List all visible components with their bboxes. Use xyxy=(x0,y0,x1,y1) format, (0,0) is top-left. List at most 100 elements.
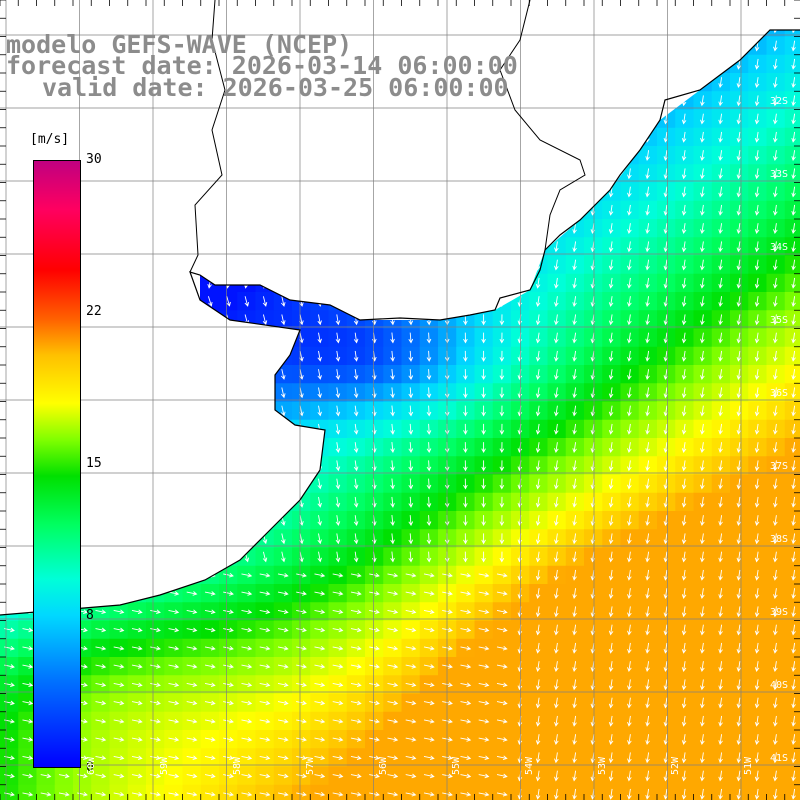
wind-arrow xyxy=(186,700,198,706)
wind-arrow xyxy=(754,551,760,563)
wind-arrow xyxy=(535,387,541,399)
wind-arrow xyxy=(681,332,687,344)
wind-arrow xyxy=(754,387,760,399)
wind-arrow xyxy=(168,737,180,742)
wind-arrow xyxy=(426,496,432,508)
wind-arrow xyxy=(535,405,541,417)
wind-arrow xyxy=(554,770,559,782)
wind-arrow xyxy=(259,791,271,797)
wind-arrow xyxy=(608,788,614,800)
wind-arrow xyxy=(608,314,614,326)
wind-arrow xyxy=(350,609,362,615)
wind-arrow xyxy=(627,624,632,636)
model-title: modelo GEFS-WAVE (NCEP) xyxy=(6,30,353,59)
wind-arrow xyxy=(736,697,742,709)
wind-arrow xyxy=(700,296,705,308)
wind-arrow xyxy=(314,755,326,761)
wind-arrow xyxy=(791,642,796,654)
wind-arrow xyxy=(663,496,669,508)
wind-arrow xyxy=(353,332,359,344)
field-cell xyxy=(784,511,800,530)
wind-arrow xyxy=(773,551,778,563)
wind-arrow xyxy=(681,715,687,727)
wind-arrow xyxy=(736,314,742,326)
wind-arrow xyxy=(773,259,778,271)
colorbar-unit: [m/s] xyxy=(30,132,70,147)
wind-arrow xyxy=(423,791,435,797)
wind-arrow xyxy=(535,350,541,362)
wind-arrow xyxy=(332,645,344,651)
wind-arrow xyxy=(554,277,559,289)
wind-arrow xyxy=(681,241,687,253)
wind-arrow xyxy=(773,95,778,107)
wind-arrow xyxy=(718,113,723,125)
wind-arrow xyxy=(387,664,399,669)
wind-arrow xyxy=(186,645,198,651)
wind-arrow xyxy=(572,496,577,508)
wind-arrow xyxy=(478,755,490,761)
wind-arrow xyxy=(700,569,705,581)
wind-arrow xyxy=(554,369,559,381)
wind-arrow xyxy=(791,131,796,143)
wind-arrow xyxy=(754,77,760,89)
wind-arrow xyxy=(463,332,468,344)
wind-arrow xyxy=(241,664,253,669)
wind-arrow xyxy=(499,460,505,472)
wind-arrow xyxy=(754,679,760,691)
wind-arrow xyxy=(353,460,359,472)
wind-arrow xyxy=(296,755,307,761)
wind-arrow xyxy=(280,405,286,417)
wind-arrow xyxy=(296,700,307,706)
field-cell xyxy=(91,784,110,800)
wind-arrow xyxy=(369,572,380,578)
wind-arrow xyxy=(645,661,650,673)
wind-arrow xyxy=(681,113,687,125)
wind-arrow xyxy=(681,679,687,691)
wind-arrow xyxy=(299,515,304,526)
wind-arrow xyxy=(299,405,304,417)
wind-arrow xyxy=(754,569,760,581)
field-cell xyxy=(784,565,800,585)
wind-arrow xyxy=(496,609,508,615)
wind-arrow xyxy=(335,460,341,472)
wind-arrow xyxy=(663,588,669,600)
wind-arrow xyxy=(131,773,143,779)
wind-arrow xyxy=(277,572,289,578)
wind-arrow xyxy=(296,627,307,633)
wind-arrow xyxy=(423,664,435,669)
wind-arrow xyxy=(241,718,253,724)
field-cell xyxy=(292,784,311,800)
wind-arrow xyxy=(791,58,796,70)
wind-arrow xyxy=(95,773,107,779)
wind-arrow xyxy=(535,314,541,326)
wind-arrow xyxy=(773,314,778,326)
wind-arrow xyxy=(681,661,687,673)
field-cell xyxy=(784,620,800,640)
wind-arrow xyxy=(426,350,432,362)
wind-arrow xyxy=(335,442,341,454)
wind-arrow xyxy=(460,609,472,615)
wind-arrow xyxy=(405,737,417,742)
wind-arrow xyxy=(350,773,362,779)
field-cell xyxy=(784,456,800,475)
wind-arrow xyxy=(718,259,723,271)
wind-arrow xyxy=(718,387,723,399)
wind-arrow xyxy=(241,627,253,633)
wind-arrow xyxy=(296,664,307,669)
wind-arrow xyxy=(681,624,687,636)
wind-arrow xyxy=(496,718,508,724)
wind-arrow xyxy=(405,773,417,779)
wind-arrow xyxy=(168,718,180,724)
lat-label: 39S xyxy=(770,607,789,618)
wind-arrow xyxy=(296,609,307,615)
wind-arrow xyxy=(627,533,632,545)
field-cell xyxy=(784,693,800,713)
field-cell xyxy=(365,784,384,800)
wind-arrow xyxy=(700,387,705,399)
wind-arrow xyxy=(645,277,650,289)
wind-arrow xyxy=(423,645,435,651)
wind-arrow xyxy=(608,277,614,289)
wind-arrow xyxy=(754,478,760,490)
wind-arrow xyxy=(608,296,614,308)
